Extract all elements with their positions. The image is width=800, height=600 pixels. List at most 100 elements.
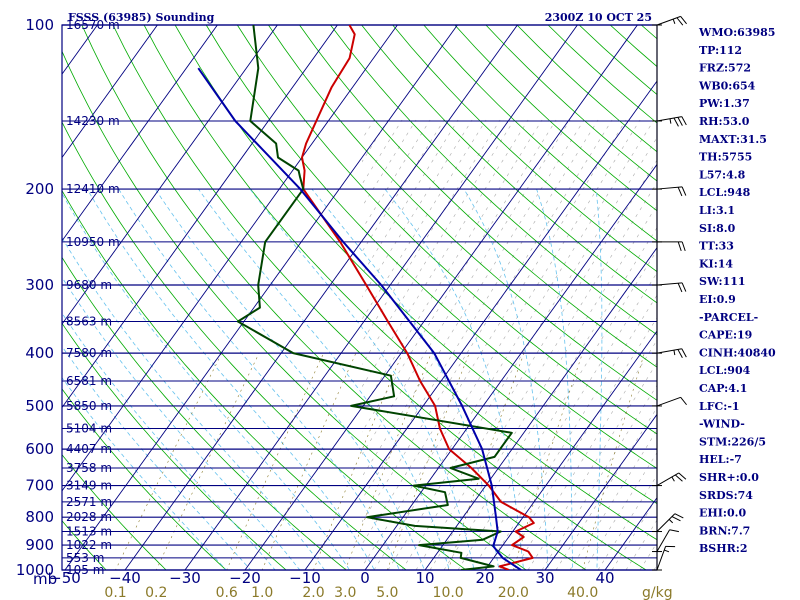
dry-adiabat-line [299,25,657,368]
pressure-unit-label: mb [33,570,57,588]
temperature-tick-label: 20 [475,569,494,587]
isotherm-line [244,25,638,570]
dry-adiabat-line [268,25,657,401]
temperature-tick-label: 0 [360,569,370,587]
hatch-line [569,429,657,570]
isotherm-line [544,413,657,570]
wind-barb [652,545,676,571]
wind-barb [652,241,686,252]
dry-adiabat-line [81,25,587,570]
mixing-ratio-line [582,353,645,570]
temperature-line [301,25,535,570]
hatch-line [387,137,657,570]
mixing-ratio-line [512,353,583,570]
temperature-tick-label: 40 [595,569,614,587]
height-label: 7580 m [66,346,112,360]
pressure-tick-label: 200 [25,180,54,198]
wind-shaft [656,472,680,487]
dry-adiabat-line [485,25,657,182]
dry-adiabat-line [609,25,657,68]
wind-flag [681,186,687,196]
wind-barb [652,282,687,293]
hatch-line [794,120,800,570]
dry-adiabat-line [236,25,657,435]
wind-half-flag [673,350,676,356]
height-label: 16570 m [66,18,120,32]
wind-flag [681,282,687,292]
pressure-tick-label: 800 [25,508,54,526]
mixing-ratio-tick-label: 20.0 [498,585,529,600]
hatch-line [331,119,613,570]
mixing-ratio-line [115,352,222,570]
grid-layer [61,24,800,582]
mixing-ratio-tick-label: 3.0 [334,585,356,600]
dry-adiabat-line [516,25,657,153]
mixing-ratio-line [226,352,324,570]
dewpoint-line [236,25,513,570]
dry-adiabat-line [62,121,467,570]
wind-flag [680,397,687,406]
isotherm-line [62,25,338,409]
moist-adiabat-line [62,192,350,570]
wind-flag [676,17,684,26]
isotherm-line [364,163,657,570]
dry-adiabat-line [62,189,407,570]
dry-adiabat-line [735,25,800,582]
dry-adiabat-line [62,50,527,570]
wind-barb [652,15,687,26]
temperature-tick-label: −20 [229,569,261,587]
hatch-line [724,120,800,570]
moist-adiabat-line [463,188,549,570]
pressure-tick-label: 900 [25,536,54,554]
wind-flag [677,282,683,293]
wind-shaft [656,15,681,26]
grid-clip [62,25,800,582]
pressure-tick-label: 100 [25,16,54,34]
moist-adiabat-line [118,188,400,570]
dry-adiabat-line [143,25,657,541]
height-label: 6581 m [66,374,112,388]
isotherm-line [62,25,218,242]
moist-adiabat-line [536,188,573,570]
temperature-tick-label: 30 [535,569,554,587]
wind-flag [677,117,683,126]
moist-adiabat-line [198,188,450,570]
dry-adiabat-line [361,25,657,304]
moist-adiabat-line [384,188,524,570]
moist-adiabat-line [62,276,301,570]
dry-adiabat-line [704,25,800,582]
height-label: 105 m [66,563,104,577]
isotherm-line [62,25,398,492]
isotherm-line [62,25,278,325]
wind-flag [674,513,684,519]
wind-half-flag [671,476,675,482]
wind-flag [681,116,687,126]
series-clip [197,25,535,570]
dry-adiabat-line [547,25,657,124]
hatch-line [429,204,657,570]
hatch-line [555,407,657,570]
height-label: 12410 m [66,182,120,196]
hatch-line [668,120,800,570]
dry-adiabat-line [766,25,800,582]
dry-adiabat-line [205,25,657,469]
hatch-line [513,339,657,570]
wind-flag [669,529,679,533]
hatch-line [738,120,800,570]
temperature-tick-label: −30 [169,569,201,587]
wind-half-flag [669,118,672,124]
wind-barb [652,529,679,553]
height-label: 10950 m [66,235,120,249]
pressure-tick-label: 1000 [16,561,54,579]
dry-adiabat-line [174,25,657,505]
wind-flag [681,348,687,358]
wind-half-flag [668,519,674,524]
isotherm-line [484,330,657,570]
mixing-ratio-line [155,352,260,570]
dry-adiabat-line [423,25,657,242]
dry-adiabat-line [454,25,657,212]
height-label: 1513 m [66,525,112,539]
mixing-ratio-tick-label: 2.0 [302,585,324,600]
